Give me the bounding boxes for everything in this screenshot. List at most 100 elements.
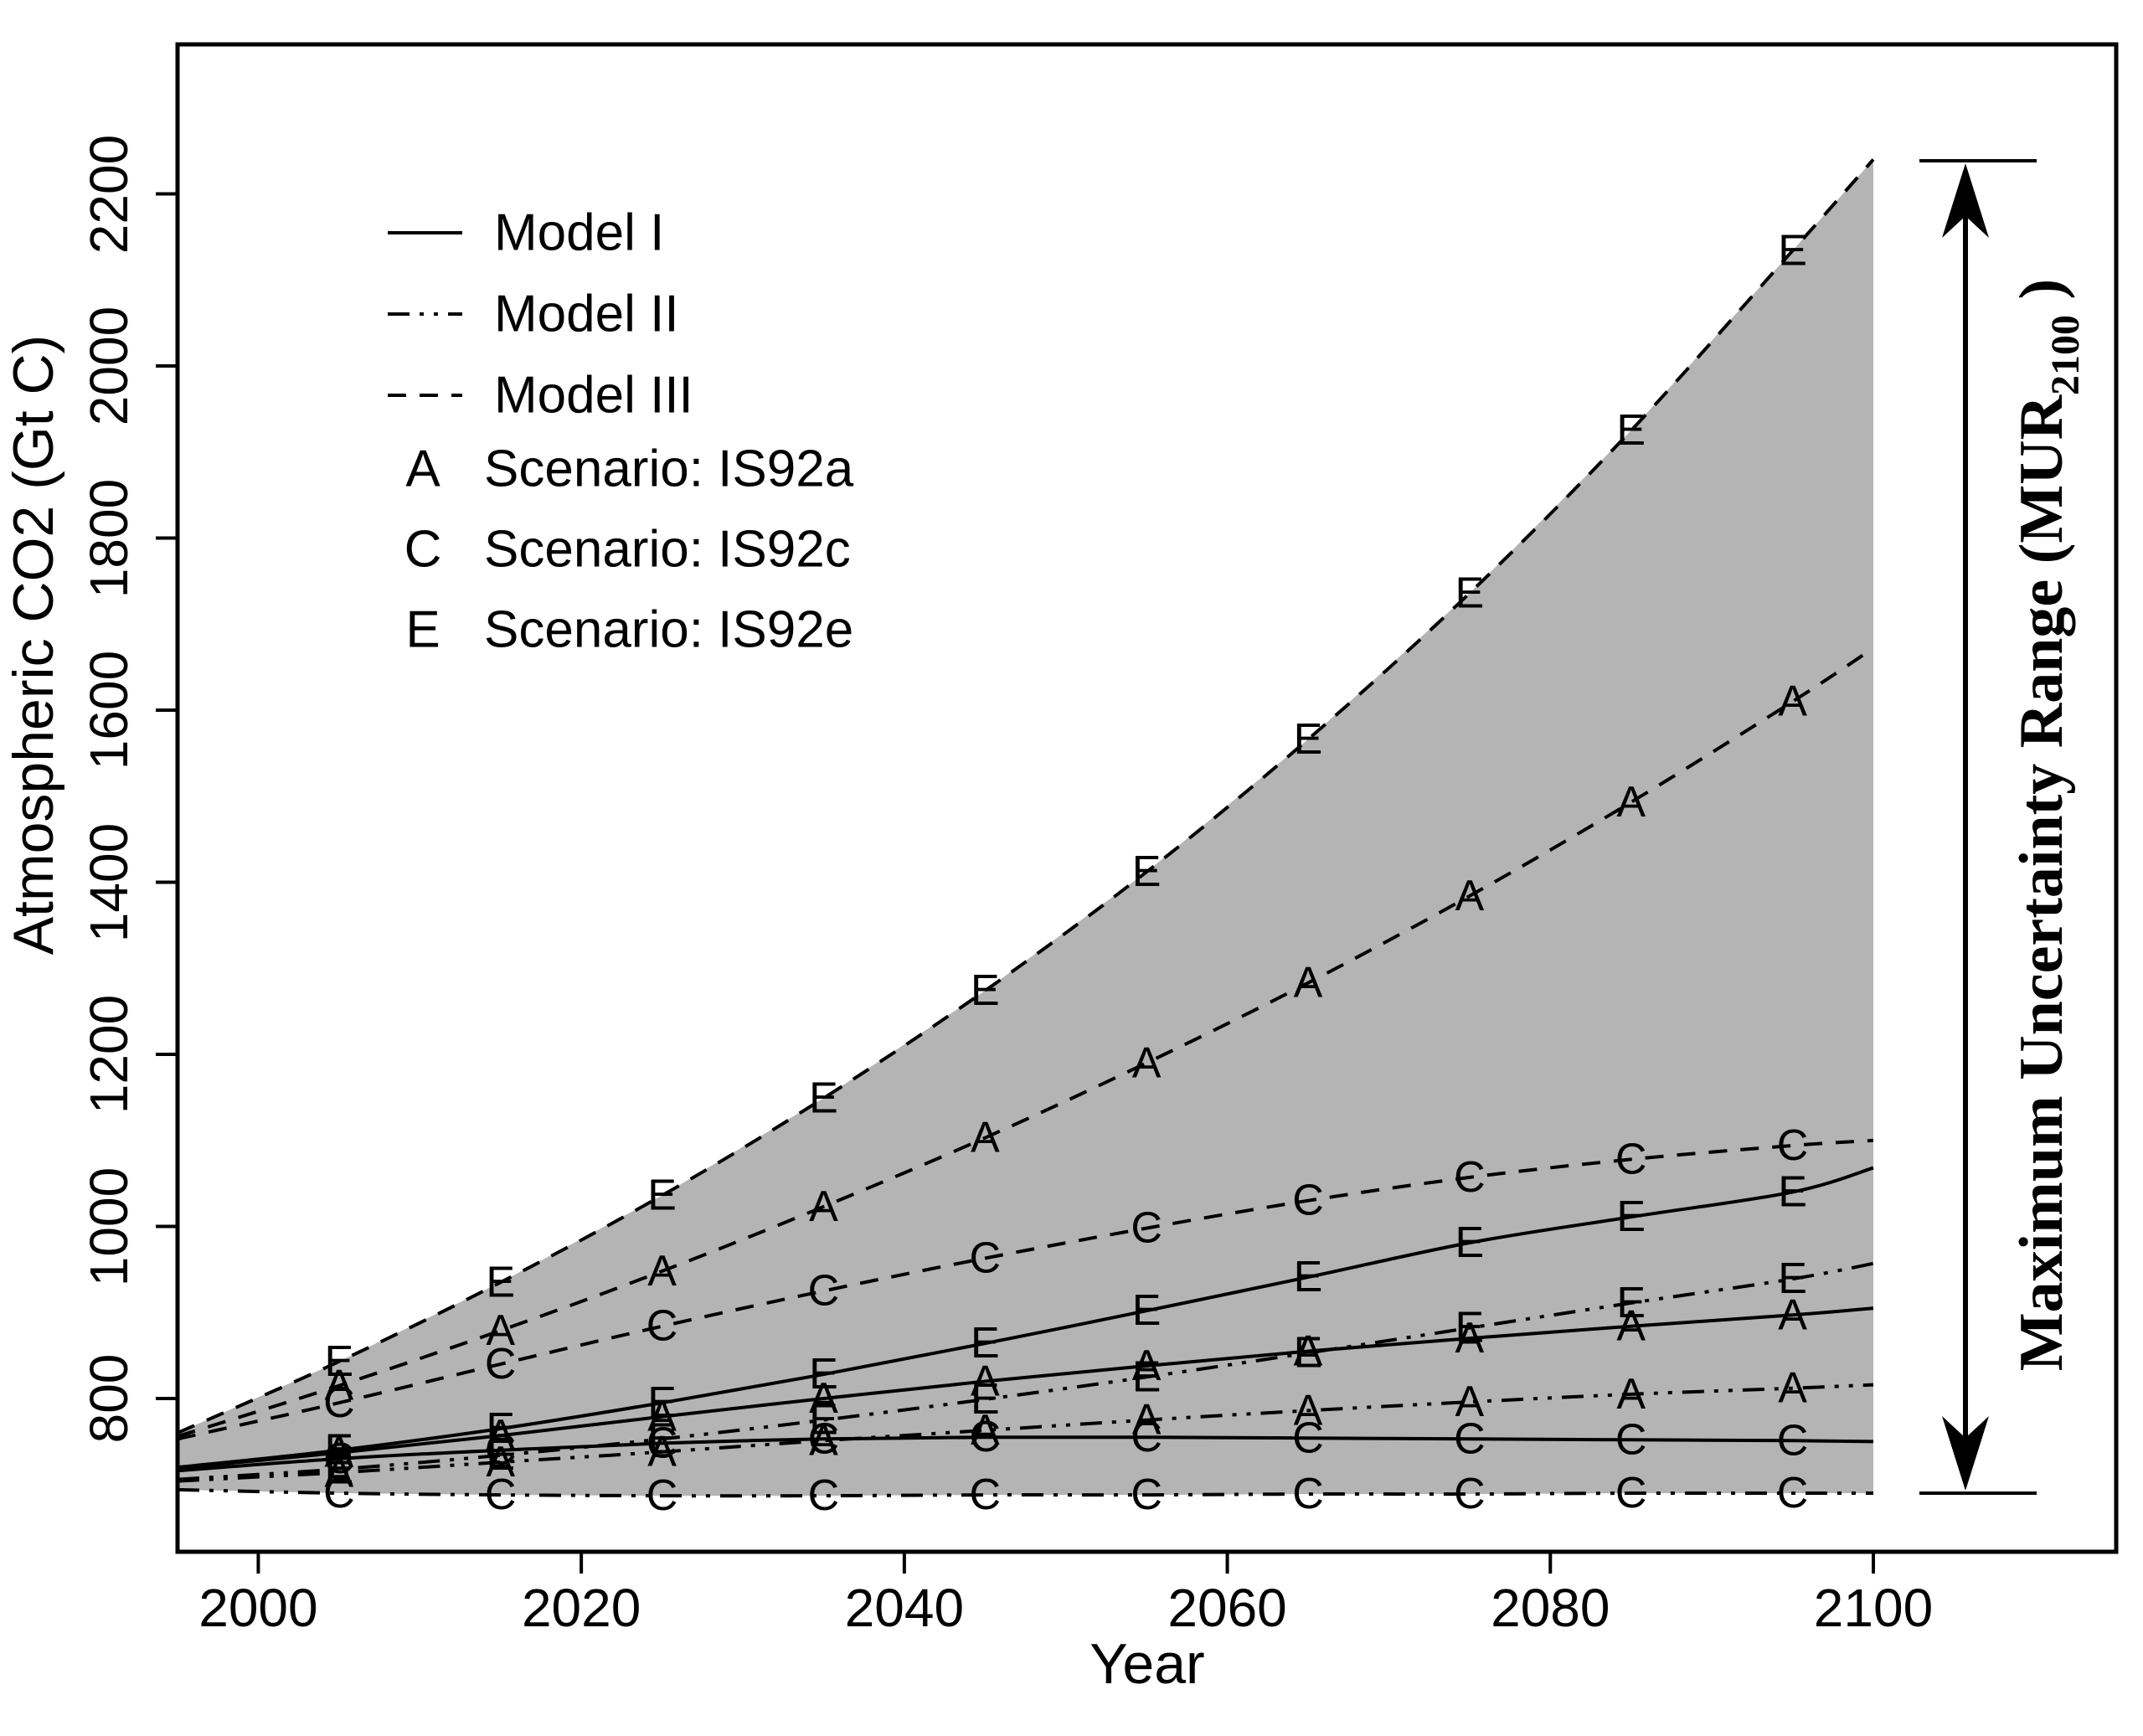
marker-c-modeliii-2025: C — [647, 1302, 678, 1351]
marker-c-modeliii-2005: C — [323, 1378, 355, 1427]
marker-e-modelii-2055: E — [1132, 1352, 1162, 1401]
marker-e-modeli-2095: E — [1778, 1167, 1807, 1216]
legend-scenario-letter-e: E — [405, 601, 440, 659]
marker-c-modeliii-2035: C — [808, 1267, 840, 1316]
marker-a-modeli-2065: A — [1294, 1326, 1323, 1375]
marker-a-modelii-2015: A — [486, 1438, 515, 1486]
marker-e-modeliii-2045: E — [971, 966, 1000, 1015]
legend-scenario-label-c: Scenario: IS92c — [484, 521, 851, 579]
marker-e-modeliii-2095: E — [1778, 226, 1807, 275]
marker-a-modelii-2005: A — [325, 1448, 354, 1496]
marker-e-modeli-2025: E — [647, 1378, 677, 1427]
marker-c-modeliii-2075: C — [1454, 1153, 1486, 1202]
marker-e-modeliii-2005: E — [325, 1337, 354, 1386]
marker-e-modelii-2005: E — [325, 1445, 354, 1493]
marker-e-modelii-2085: E — [1616, 1279, 1646, 1327]
plot-border — [175, 42, 2119, 1554]
marker-a-modelii-2035: A — [809, 1416, 838, 1465]
marker-c-modelii-2055: C — [1131, 1471, 1162, 1519]
marker-a-modeli-2095: A — [1778, 1290, 1807, 1339]
marker-a-modeli-2035: A — [809, 1374, 838, 1423]
marker-a-modeliii-2035: A — [809, 1182, 838, 1231]
marker-a-modelii-2095: A — [1778, 1364, 1807, 1413]
marker-e-modelii-2045: E — [971, 1375, 1000, 1424]
marker-c-modeliii-2055: C — [1131, 1204, 1162, 1253]
y-tick-label-1200: 1200 — [79, 995, 139, 1114]
marker-c-modelii-2035: C — [808, 1471, 840, 1520]
marker-c-modeli-2055: C — [1131, 1413, 1162, 1461]
legend-model-label-1: Model I — [494, 204, 664, 262]
marker-e-modelii-2015: E — [486, 1431, 515, 1480]
marker-c-modelii-2045: C — [970, 1471, 1002, 1519]
marker-e-modelii-2025: E — [647, 1414, 677, 1463]
x-tick-label-2000: 2000 — [198, 1578, 317, 1638]
marker-a-modeliii-2015: A — [486, 1306, 515, 1355]
marker-e-modeli-2065: E — [1294, 1253, 1323, 1301]
marker-c-modelii-2095: C — [1777, 1469, 1809, 1517]
marker-a-modeliii-2075: A — [1455, 872, 1485, 920]
marker-e-modeliii-2025: E — [647, 1172, 677, 1220]
marker-a-modeli-2045: A — [971, 1357, 1000, 1405]
marker-c-modelii-2085: C — [1615, 1469, 1647, 1517]
marker-c-modelii-2075: C — [1454, 1470, 1486, 1518]
y-tick-label-1400: 1400 — [79, 823, 139, 942]
marker-c-modelii-2015: C — [485, 1471, 517, 1519]
marker-c-modeli-2095: C — [1777, 1416, 1809, 1465]
marker-c-modeli-2075: C — [1454, 1414, 1486, 1463]
marker-c-modeliii-2085: C — [1615, 1135, 1647, 1183]
marker-e-modeli-2045: E — [971, 1319, 1000, 1368]
marker-a-modelii-2055: A — [1132, 1396, 1162, 1445]
marker-c-modeli-2035: C — [808, 1414, 840, 1463]
x-tick-label-2100: 2100 — [1814, 1578, 1933, 1638]
marker-c-modelii-2005: C — [323, 1469, 355, 1517]
legend-model-label-2: Model II — [494, 286, 679, 343]
y-tick-label-2000: 2000 — [79, 307, 139, 425]
mur-arrowhead-down — [1942, 1416, 1989, 1491]
series-line-modelii-is92a — [177, 1383, 1874, 1483]
marker-a-modelii-2065: A — [1294, 1386, 1323, 1435]
marker-a-modelii-2085: A — [1616, 1370, 1646, 1419]
legend-scenario-label-e: Scenario: IS92e — [484, 601, 853, 659]
marker-a-modeliii-2045: A — [971, 1114, 1000, 1162]
marker-a-modeli-2025: A — [647, 1393, 677, 1441]
series-line-modeliii-is92c — [177, 1138, 1874, 1441]
marker-e-modeliii-2035: E — [809, 1074, 838, 1122]
marker-a-modeliii-2065: A — [1294, 959, 1323, 1007]
series-line-modeli-is92c — [177, 1435, 1874, 1473]
marker-c-modeli-2015: C — [485, 1426, 517, 1475]
legend-model-label-3: Model III — [494, 367, 693, 425]
y-tick-label-2200: 2200 — [79, 135, 139, 254]
marker-a-modeliii-2055: A — [1132, 1038, 1162, 1087]
series-line-modeliii-is92e — [177, 158, 1875, 1435]
marker-a-modeli-2005: A — [325, 1429, 354, 1477]
marker-e-modeli-2085: E — [1616, 1193, 1646, 1241]
x-tick-label-2020: 2020 — [522, 1578, 641, 1638]
marker-a-modeli-2075: A — [1455, 1314, 1485, 1363]
series-line-modelii-is92c — [177, 1487, 1873, 1498]
series-line-modeli-is92e — [177, 1166, 1874, 1470]
series-line-modeli-is92a — [177, 1306, 1874, 1471]
series-line-modelii-is92e — [177, 1261, 1874, 1481]
marker-e-modeliii-2055: E — [1132, 847, 1162, 896]
marker-c-modeli-2005: C — [323, 1435, 355, 1483]
legend-scenario-letter-a: A — [405, 440, 440, 498]
marker-a-modelii-2075: A — [1455, 1378, 1485, 1426]
legend-scenario-label-a: Scenario: IS92a — [484, 440, 854, 498]
marker-c-modeli-2045: C — [970, 1413, 1002, 1461]
x-tick-label-2060: 2060 — [1167, 1578, 1286, 1638]
marker-c-modeli-2085: C — [1615, 1415, 1647, 1464]
y-tick-label-1600: 1600 — [79, 651, 139, 770]
marker-a-modeli-2085: A — [1616, 1302, 1646, 1351]
marker-e-modeli-2015: E — [486, 1404, 515, 1453]
marker-a-modeliii-2085: A — [1616, 778, 1646, 827]
marker-c-modeliii-2015: C — [485, 1340, 517, 1388]
marker-a-modeli-2055: A — [1132, 1342, 1162, 1390]
marker-e-modelii-2075: E — [1455, 1304, 1485, 1352]
series-line-modeliii-is92a — [177, 646, 1875, 1439]
marker-e-modeliii-2015: E — [486, 1258, 515, 1306]
uncertainty-envelope — [178, 159, 1873, 1496]
marker-e-modeli-2035: E — [809, 1350, 838, 1399]
marker-a-modeliii-2005: A — [325, 1362, 354, 1410]
marker-a-modeliii-2025: A — [647, 1247, 677, 1296]
